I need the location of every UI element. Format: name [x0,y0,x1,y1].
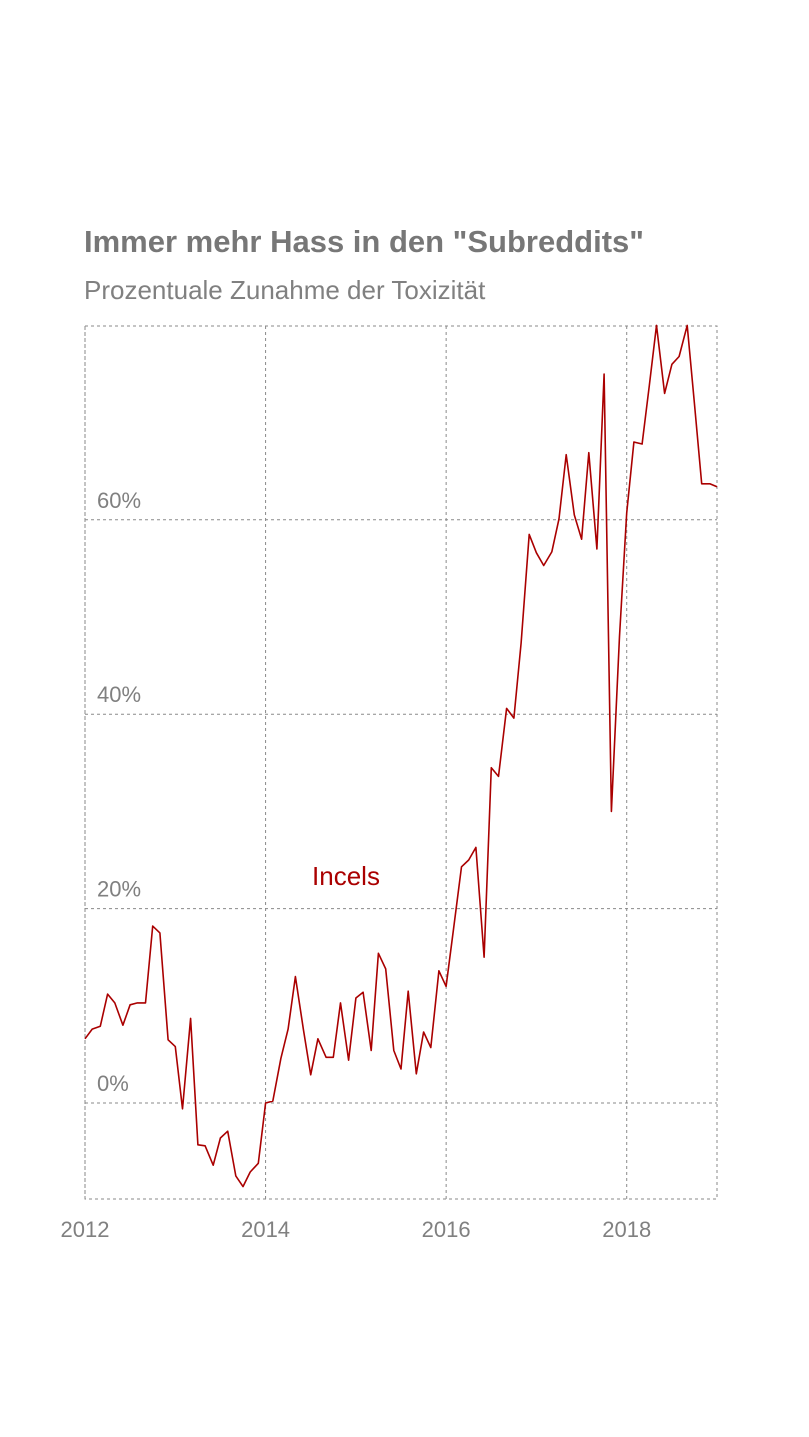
y-tick-label: 0% [97,1071,129,1096]
tick-labels: 0% 20% 40% 60% 2012 2014 2016 2018 [61,488,652,1242]
x-tick-label: 2016 [422,1217,471,1242]
y-tick-label: 20% [97,877,141,902]
plot-frame [84,325,718,1200]
chart-subtitle: Prozentuale Zunahme der Toxizität [84,275,486,305]
x-tick-label: 2018 [602,1217,651,1242]
chart-title: Immer mehr Hass in den "Subreddits" [84,224,644,259]
x-tick-label: 2012 [61,1217,110,1242]
x-tick-label: 2014 [241,1217,290,1242]
y-tick-label: 60% [97,488,141,513]
y-tick-label: 40% [97,682,141,707]
series-label: Incels [312,861,380,891]
series-line-incels [84,324,718,1188]
grid-lines [84,325,718,1200]
series-lines: Incels [84,324,718,1188]
